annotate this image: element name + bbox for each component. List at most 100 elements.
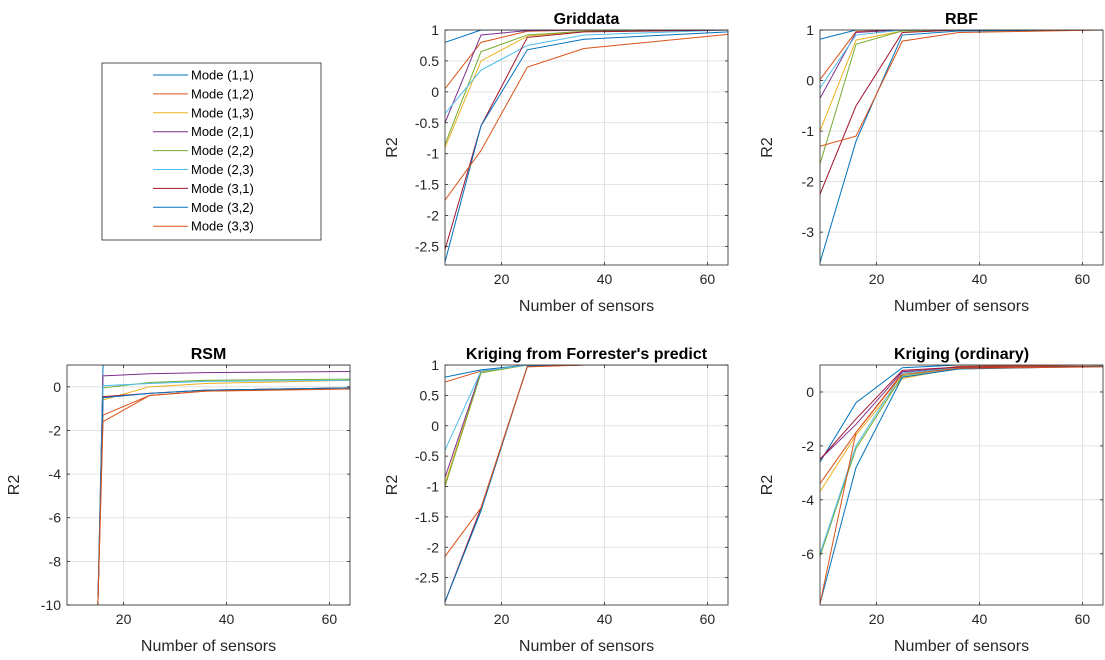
subplot-5: 20 40 60 -6 -4 -2 0 Kriging (ordinary) Number of…: [759, 346, 1104, 655]
series-line-7: [820, 30, 1103, 195]
series-group: [97, 365, 350, 605]
y-tick-label: -1.5: [415, 509, 439, 525]
x-tick-label: 60: [700, 271, 716, 287]
x-axis-label: Number of sensors: [519, 298, 654, 315]
x-axis-label: Number of sensors: [894, 298, 1029, 315]
x-tick-label: 40: [219, 611, 235, 627]
series-line-9: [445, 33, 728, 201]
y-tick-label: -4: [49, 466, 62, 482]
y-tick-label: -1.5: [415, 177, 439, 193]
y-tick-label: -2: [427, 539, 440, 555]
axes-box: [444, 364, 729, 606]
subplot-4: 20 40 60 -2.5 -2 -1.5 -1 -0.5 0 0.5 1 Kriging from …: [384, 346, 729, 655]
y-tick-label: 0: [431, 84, 439, 100]
series-line-9: [97, 388, 350, 605]
plot-area: [445, 365, 728, 605]
y-axis-label: R2: [384, 137, 401, 158]
y-tick-label: 0: [431, 418, 439, 434]
y-tick-label: 0.5: [420, 53, 440, 69]
series-line-2: [445, 365, 728, 383]
series-line-1: [820, 30, 1103, 40]
series-group: [445, 30, 728, 263]
y-tick-label: -2: [802, 174, 815, 190]
y-tick-label: -2: [427, 208, 440, 224]
legend-entry: Mode (2,2): [153, 143, 254, 158]
legend-entry: Mode (2,3): [153, 162, 254, 177]
series-line-8: [820, 30, 1103, 263]
y-tick-label: 0: [53, 379, 61, 395]
series-line-5: [820, 30, 1103, 165]
x-axis-label: Number of sensors: [894, 638, 1029, 655]
x-tick-label: 20: [116, 611, 132, 627]
legend: Mode (1,1) Mode (1,2) Mode (1,3) Mode (2,1)…: [101, 62, 322, 241]
x-axis-label: Number of sensors: [141, 638, 276, 655]
y-axis-label: R2: [759, 137, 776, 158]
series-line-7: [820, 365, 1103, 460]
subplot-3: 20 40 60 -10 -8 -6 -4 -2 0 RSM Number of sensors R2: [6, 346, 351, 655]
series-line-2: [445, 30, 728, 90]
axes-box: [66, 364, 351, 606]
y-tick-label: 1: [431, 357, 439, 373]
plot-area: [820, 365, 1103, 605]
y-tick-label: -3: [802, 224, 815, 240]
series-line-8: [445, 365, 728, 603]
legend-entry: Mode (3,3): [153, 219, 254, 234]
legend-label: Mode (3,1): [191, 181, 254, 196]
series-line-9: [445, 365, 728, 557]
y-tick-label: -2.5: [415, 238, 439, 254]
x-tick-label: 40: [597, 271, 613, 287]
series-line-6: [445, 365, 728, 451]
y-tick-label: -2.5: [415, 570, 439, 586]
series-line-8: [445, 31, 728, 263]
y-tick-label: -1: [427, 479, 440, 495]
chart-title: RBF: [945, 11, 978, 28]
series-line-1: [445, 30, 728, 43]
y-tick-label: -6: [802, 546, 815, 562]
legend-label: Mode (3,2): [191, 200, 254, 215]
x-tick-label: 20: [494, 611, 510, 627]
x-tick-label: 20: [869, 271, 885, 287]
x-tick-label: 60: [1075, 271, 1091, 287]
series-line-4: [820, 30, 1103, 99]
y-tick-label: -0.5: [415, 115, 439, 131]
x-tick-label: 60: [700, 611, 716, 627]
series-line-4: [445, 365, 728, 478]
y-axis-label: R2: [759, 475, 776, 496]
series-line-5: [445, 365, 728, 487]
chart-title: Griddata: [554, 11, 620, 28]
series-line-9: [820, 30, 1103, 147]
y-tick-label: 0.5: [420, 387, 440, 403]
legend-box: [101, 62, 322, 241]
legend-label: Mode (1,1): [191, 68, 254, 83]
y-tick-label: -2: [802, 438, 815, 454]
legend-entry: Mode (3,1): [153, 181, 254, 196]
plot-area: [820, 30, 1103, 265]
x-tick-label: 20: [869, 611, 885, 627]
legend-entry: Mode (3,2): [153, 200, 254, 215]
chart-title: RSM: [191, 346, 227, 363]
subplots: 20 40 60 -2.5 -2 -1.5 -1 -0.5 0 0.5 1 Griddata Numbe…: [6, 11, 1104, 655]
x-tick-label: 20: [494, 271, 510, 287]
x-tick-label: 40: [597, 611, 613, 627]
series-group: [820, 365, 1103, 604]
series-line-6: [445, 30, 728, 114]
x-tick-label: 60: [322, 611, 338, 627]
subplot-2: 20 40 60 -3 -2 -1 0 1 RBF Number of sensors R2: [759, 11, 1104, 315]
legend-label: Mode (3,3): [191, 219, 254, 234]
subplot-1: 20 40 60 -2.5 -2 -1.5 -1 -0.5 0 0.5 1 Griddata Numbe…: [384, 11, 729, 315]
y-axis-label: R2: [384, 475, 401, 496]
chart-title: Kriging from Forrester's predict: [466, 346, 708, 363]
axes-box: [444, 29, 729, 266]
y-tick-label: -6: [49, 510, 62, 526]
series-group: [445, 365, 728, 603]
series-line-1: [820, 365, 1103, 463]
x-tick-label: 40: [972, 611, 988, 627]
series-line-4: [445, 30, 728, 123]
legend-entry: Mode (1,3): [153, 105, 254, 120]
y-axis-label: R2: [6, 475, 23, 496]
legend-label: Mode (1,2): [191, 86, 254, 101]
y-tick-label: -0.5: [415, 448, 439, 464]
y-tick-label: 1: [806, 22, 814, 38]
series-line-6: [820, 30, 1103, 89]
